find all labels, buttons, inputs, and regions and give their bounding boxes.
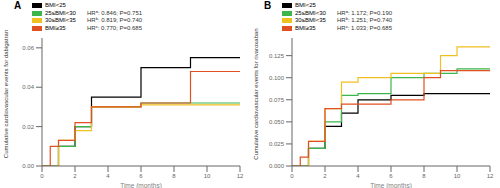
svg-text:4: 4	[356, 173, 360, 179]
svg-text:0.000: 0.000	[269, 163, 285, 169]
svg-text:Time (months): Time (months)	[120, 182, 162, 188]
html-text:25≤BMI<30: 25≤BMI<30	[295, 9, 326, 16]
html-text:A: A	[14, 0, 22, 11]
svg-text:0.06: 0.06	[22, 45, 34, 51]
svg-text:0: 0	[40, 173, 44, 179]
svg-text:0.02: 0.02	[22, 124, 34, 130]
svg-text:0.04: 0.04	[22, 84, 34, 90]
html-text:HRᵃ: 1.172; P=0.190: HRᵃ: 1.172; P=0.190	[337, 9, 393, 16]
svg-text:0: 0	[290, 173, 294, 179]
html-text:BMI<25: BMI<25	[45, 2, 66, 8]
svg-text:12: 12	[487, 173, 492, 179]
svg-text:6: 6	[139, 173, 143, 179]
html-text:HRᵇ: 1.251; P=0.740: HRᵇ: 1.251; P=0.740	[337, 17, 393, 23]
html-text:BMI≥35: BMI≥35	[45, 24, 66, 31]
svg-text:12: 12	[237, 173, 244, 179]
html-text:BMI<25: BMI<25	[295, 2, 316, 8]
svg-text:2: 2	[73, 173, 77, 179]
svg-text:8: 8	[422, 173, 426, 179]
svg-text:0.00: 0.00	[22, 163, 34, 169]
html-text:HRᶜ: 1.033; P=0.685: HRᶜ: 1.033; P=0.685	[337, 24, 392, 31]
html-text:BMI≥35: BMI≥35	[295, 24, 316, 31]
svg-text:10: 10	[204, 173, 211, 179]
svg-text:0.100: 0.100	[269, 75, 285, 81]
html-text:30≤BMI<35: 30≤BMI<35	[45, 17, 76, 23]
svg-text:6: 6	[389, 173, 393, 179]
html-text:25≤BMI<30: 25≤BMI<30	[45, 9, 76, 16]
svg-text:2: 2	[323, 173, 327, 179]
svg-text:10: 10	[454, 173, 461, 179]
svg-text:0.075: 0.075	[269, 97, 285, 103]
html-text:B: B	[264, 0, 272, 11]
html-text:HRᵇ: 0.819; P=0.740: HRᵇ: 0.819; P=0.740	[87, 17, 143, 23]
html-text:Cumulative cardiovascular even: Cumulative cardiovascular events for dab…	[3, 29, 9, 159]
svg-text:0.125: 0.125	[269, 53, 285, 59]
svg-text:8: 8	[172, 173, 176, 179]
html-text:HRᶜ: 0.770; P=0.685: HRᶜ: 0.770; P=0.685	[87, 24, 142, 31]
svg-text:4: 4	[106, 173, 110, 179]
svg-text:Time (months): Time (months)	[370, 182, 412, 188]
html-text:HRᵃ: 0.846; P=0.751: HRᵃ: 0.846; P=0.751	[87, 9, 143, 16]
svg-text:0.050: 0.050	[269, 119, 285, 125]
svg-text:0.025: 0.025	[269, 141, 285, 147]
html-text:30≤BMI<35: 30≤BMI<35	[295, 17, 326, 23]
html-text:Cumulative cardiovascular even: Cumulative cardiovascular events for riv…	[253, 28, 259, 160]
